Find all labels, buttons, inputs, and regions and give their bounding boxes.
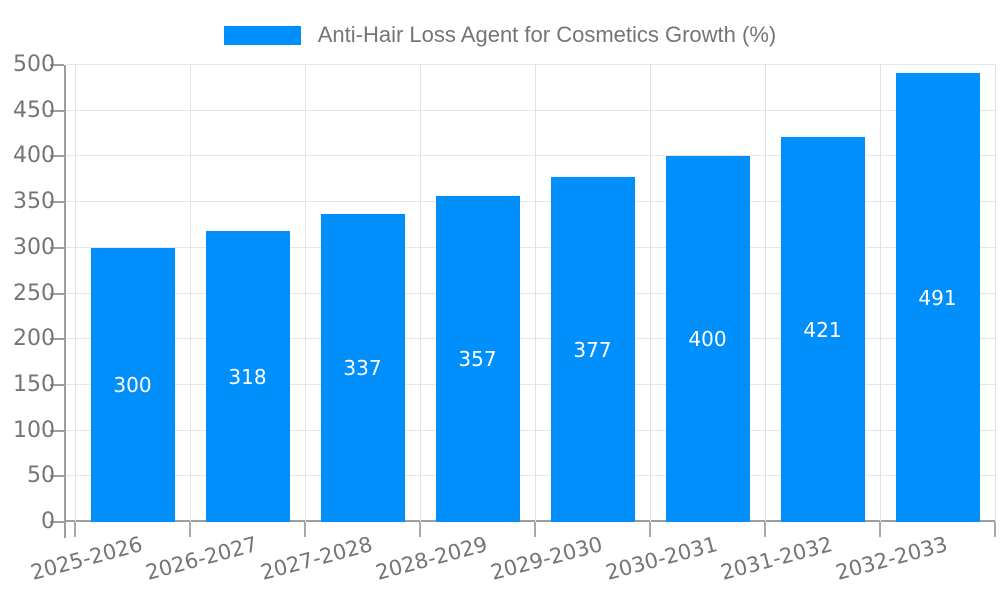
x-tick-label: 2032-2033 (832, 532, 950, 585)
bar[interactable]: 300 (90, 248, 175, 522)
bar-value-label: 400 (688, 327, 727, 351)
legend-label: Anti-Hair Loss Agent for Cosmetics Growt… (317, 22, 777, 47)
gridline-horizontal (66, 246, 995, 248)
bar[interactable]: 421 (780, 137, 865, 522)
y-axis-tick (50, 383, 64, 386)
gridline-horizontal (66, 338, 995, 340)
plot-area: 300 318 337 357 377 400 421 491 (66, 64, 996, 522)
y-tick-label: 450 (13, 97, 55, 123)
x-tick-label: 2029-2030 (487, 532, 605, 585)
gridline-horizontal (66, 201, 995, 203)
y-axis-tick (50, 64, 64, 66)
y-axis-tick (50, 246, 64, 249)
bar[interactable]: 337 (320, 214, 405, 522)
gridline-vertical (420, 65, 421, 522)
x-tick-label: 2026-2027 (142, 532, 260, 585)
y-axis-tick (50, 338, 64, 341)
y-tick-label: 0 (41, 509, 55, 534)
x-axis-tick (994, 522, 996, 537)
y-axis-tick (50, 521, 64, 523)
y-tick-label: 200 (13, 326, 55, 352)
x-axis-tick (304, 522, 306, 537)
y-tick-label: 250 (13, 280, 55, 306)
y-tick-label: 350 (13, 189, 55, 215)
bar[interactable]: 400 (665, 156, 750, 522)
y-axis-tick (50, 429, 64, 432)
x-axis-tick (649, 522, 651, 537)
x-tick-label: 2028-2029 (372, 532, 490, 585)
gridline-vertical (765, 65, 766, 522)
y-axis-tick (50, 475, 64, 478)
bar[interactable]: 377 (550, 177, 635, 522)
gridline-vertical (535, 65, 536, 522)
gridline-horizontal (66, 64, 995, 65)
bar-value-label: 318 (228, 364, 267, 389)
gridline-vertical (305, 65, 306, 522)
gridline-vertical (190, 65, 191, 522)
x-tick-label: 2031-2032 (717, 532, 835, 585)
gridline-horizontal (66, 475, 995, 477)
gridline-horizontal (66, 155, 995, 157)
x-tick-label: 2027-2028 (257, 532, 375, 585)
x-axis-line (64, 520, 995, 522)
y-tick-label: 150 (13, 371, 55, 397)
gridline-vertical (995, 65, 996, 522)
bar-value-label: 337 (343, 356, 382, 380)
y-tick-label: 500 (13, 52, 55, 77)
y-tick-label: 100 (13, 417, 55, 443)
bar-value-label: 300 (113, 373, 152, 397)
legend-item[interactable]: Anti-Hair Loss Agent for Cosmetics Growt… (223, 22, 777, 48)
y-axis-tick (50, 155, 64, 158)
gridline-vertical (650, 65, 651, 522)
y-tick-label: 50 (27, 463, 55, 489)
y-tick-label: 300 (13, 234, 55, 260)
bar[interactable]: 491 (895, 73, 980, 522)
y-tick-label: 400 (13, 143, 55, 169)
legend: Anti-Hair Loss Agent for Cosmetics Growt… (0, 22, 1000, 48)
x-axis-tick (189, 522, 191, 537)
bar[interactable]: 357 (435, 196, 520, 522)
bar[interactable]: 318 (205, 231, 290, 522)
y-axis-line (64, 65, 66, 538)
y-axis-tick (50, 109, 64, 112)
x-axis-tick (764, 522, 766, 537)
gridline-vertical (75, 65, 76, 522)
gridline-horizontal (66, 429, 995, 431)
x-tick-label: 2025-2026 (27, 532, 145, 585)
legend-swatch-icon (223, 25, 301, 45)
x-axis-tick (419, 522, 421, 537)
gridline-horizontal (66, 383, 995, 385)
gridline-vertical (880, 65, 881, 522)
gridline-horizontal (66, 109, 995, 111)
bar-value-label: 491 (918, 285, 957, 310)
x-axis-tick (534, 522, 536, 537)
bar-value-label: 421 (803, 317, 842, 342)
gridline-horizontal (66, 292, 995, 294)
x-axis-tick (74, 522, 76, 537)
bar-value-label: 357 (458, 347, 497, 371)
bar-value-label: 377 (573, 337, 612, 362)
y-axis-tick (50, 201, 64, 204)
y-axis-tick (50, 292, 64, 295)
x-tick-label: 2030-2031 (602, 532, 720, 585)
x-axis-tick (879, 522, 881, 537)
